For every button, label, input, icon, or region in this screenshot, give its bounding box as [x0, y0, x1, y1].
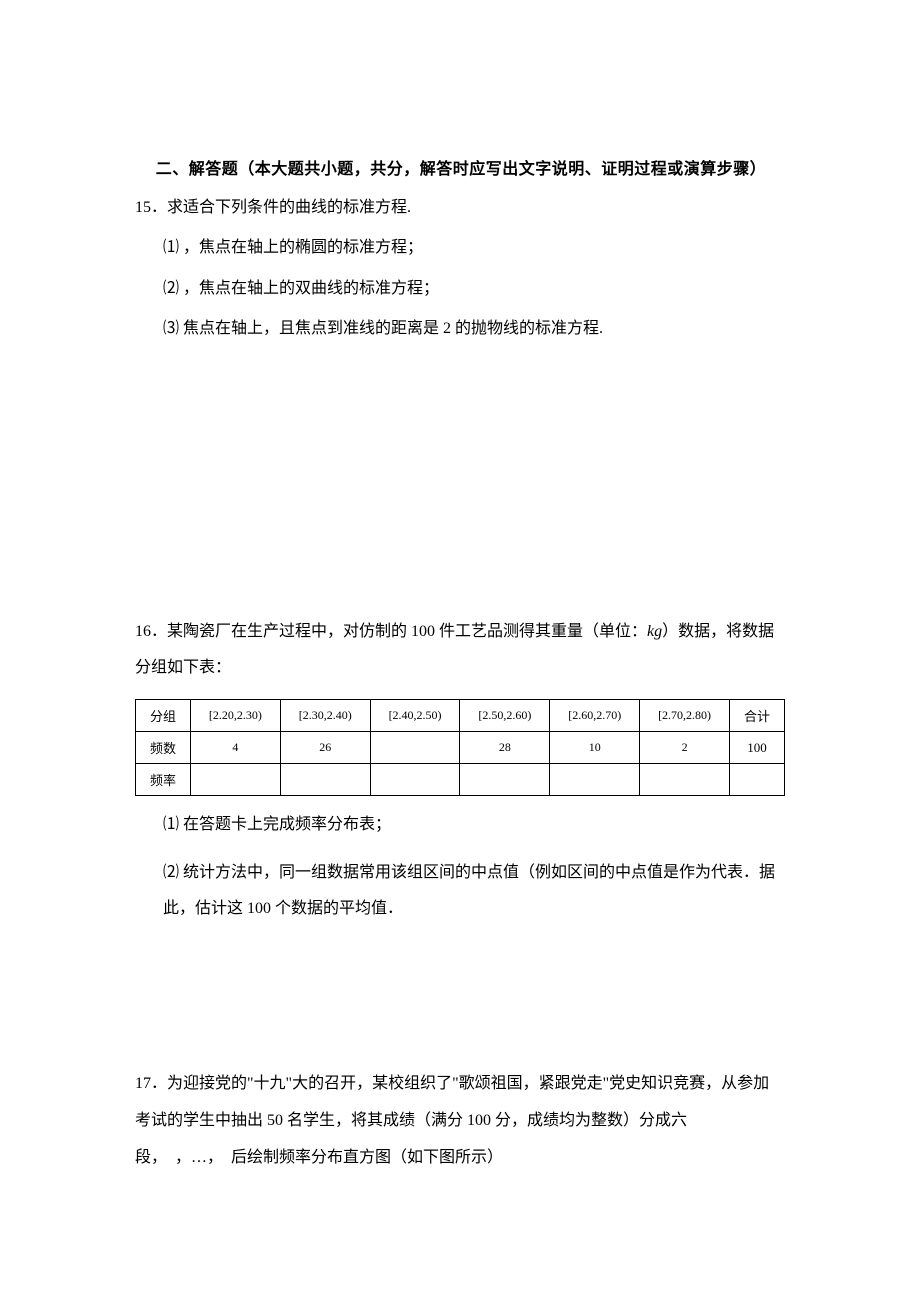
- spacer: [135, 359, 785, 614]
- table-row-header: 分组 [2.20,2.30) [2.30,2.40) [2.40,2.50) […: [136, 700, 785, 732]
- freq-cell-6: 2: [640, 732, 730, 764]
- freq-cell-2: 26: [280, 732, 370, 764]
- freq-cell-1: 4: [191, 732, 281, 764]
- group-header-2: [2.30,2.40): [280, 700, 370, 732]
- row-label-rate: 频率: [136, 764, 191, 796]
- table-row-rate: 频率: [136, 764, 785, 796]
- q17-stem: 17．为迎接党的"十九"大的召开，某校组织了"歌颂祖国，紧跟党走"党史知识竞赛，…: [135, 1066, 785, 1176]
- spacer: [135, 946, 785, 1066]
- row-label-group: 分组: [136, 700, 191, 732]
- q15-item-1: ⑴ ，焦点在轴上的椭圆的标准方程；: [135, 237, 785, 259]
- rate-cell-1: [191, 764, 281, 796]
- freq-cell-3: [370, 732, 460, 764]
- q16-item-1: ⑴ 在答题卡上完成频率分布表；: [135, 814, 785, 836]
- total-header: 合计: [730, 700, 785, 732]
- q15-stem: 15．求适合下列条件的曲线的标准方程.: [135, 197, 785, 219]
- rate-total: [730, 764, 785, 796]
- rate-cell-4: [460, 764, 550, 796]
- rate-cell-5: [550, 764, 640, 796]
- row-label-freq: 频数: [136, 732, 191, 764]
- rate-cell-2: [280, 764, 370, 796]
- q16-stem-part1: 16．某陶瓷厂在生产过程中，对仿制的 100 件工艺品测得其重量（单位：: [135, 623, 647, 640]
- freq-cell-4: 28: [460, 732, 550, 764]
- rate-cell-6: [640, 764, 730, 796]
- group-header-4: [2.50,2.60): [460, 700, 550, 732]
- group-header-3: [2.40,2.50): [370, 700, 460, 732]
- freq-total: 100: [730, 732, 785, 764]
- freq-cell-5: 10: [550, 732, 640, 764]
- q16-stem: 16．某陶瓷厂在生产过程中，对仿制的 100 件工艺品测得其重量（单位：kg）数…: [135, 614, 785, 688]
- group-header-1: [2.20,2.30): [191, 700, 281, 732]
- rate-cell-3: [370, 764, 460, 796]
- section-heading: 二、解答题（本大题共小题，共分，解答时应写出文字说明、证明过程或演算步骤）: [135, 155, 785, 179]
- group-header-5: [2.60,2.70): [550, 700, 640, 732]
- q15-item-3: ⑶ 焦点在轴上，且焦点到准线的距离是 2 的抛物线的标准方程.: [135, 318, 785, 340]
- table-row-freq: 频数 4 26 28 10 2 100: [136, 732, 785, 764]
- q16-item-2: ⑵ 统计方法中，同一组数据常用该组区间的中点值（例如区间的中点值是作为代表．据此…: [135, 855, 785, 929]
- frequency-table: 分组 [2.20,2.30) [2.30,2.40) [2.40,2.50) […: [135, 699, 785, 796]
- q15-item-2: ⑵ ，焦点在轴上的双曲线的标准方程；: [135, 278, 785, 300]
- q16-unit: kg: [647, 623, 662, 640]
- group-header-6: [2.70,2.80): [640, 700, 730, 732]
